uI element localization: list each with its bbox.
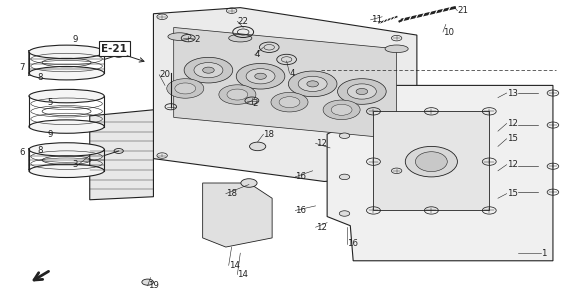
Ellipse shape (29, 45, 104, 59)
Text: 3: 3 (73, 160, 78, 169)
Circle shape (307, 81, 318, 87)
Text: 18: 18 (263, 130, 274, 139)
Ellipse shape (416, 152, 447, 171)
Text: 16: 16 (295, 206, 306, 215)
Circle shape (142, 279, 153, 285)
Circle shape (250, 142, 266, 151)
Polygon shape (174, 27, 397, 139)
Ellipse shape (29, 120, 104, 133)
Ellipse shape (29, 164, 104, 178)
Ellipse shape (168, 33, 191, 41)
Circle shape (339, 211, 350, 216)
Ellipse shape (229, 34, 252, 42)
Text: 21: 21 (457, 6, 468, 15)
Circle shape (356, 88, 368, 95)
Text: 22: 22 (237, 17, 248, 26)
Text: 1: 1 (541, 249, 547, 258)
Circle shape (298, 76, 327, 92)
Text: 8: 8 (38, 146, 43, 156)
Text: 20: 20 (159, 70, 170, 79)
Circle shape (271, 92, 308, 112)
Text: motodijky: motodijky (207, 135, 349, 170)
Text: 4: 4 (290, 69, 295, 78)
Circle shape (255, 73, 266, 79)
Text: 18: 18 (226, 189, 237, 198)
Circle shape (347, 84, 376, 99)
Polygon shape (203, 183, 272, 247)
Text: 15: 15 (507, 189, 518, 198)
Text: 13: 13 (507, 88, 518, 98)
Text: 12: 12 (316, 223, 327, 232)
Text: 5: 5 (47, 98, 53, 107)
Text: 12: 12 (507, 119, 518, 128)
Ellipse shape (385, 45, 408, 52)
Circle shape (227, 89, 248, 100)
Circle shape (331, 104, 352, 115)
Text: 14: 14 (237, 270, 248, 279)
Text: 7: 7 (19, 63, 24, 72)
Text: 11: 11 (371, 15, 382, 24)
Text: 8: 8 (38, 73, 43, 82)
Circle shape (167, 79, 204, 98)
Circle shape (246, 69, 275, 84)
Polygon shape (373, 111, 489, 210)
Text: 16: 16 (295, 172, 306, 181)
Text: 9: 9 (47, 130, 53, 139)
Circle shape (184, 57, 233, 83)
Circle shape (236, 63, 285, 89)
Circle shape (194, 63, 223, 78)
Polygon shape (90, 110, 153, 200)
Text: 4: 4 (255, 50, 260, 59)
Polygon shape (153, 8, 417, 181)
Text: 15: 15 (507, 134, 518, 143)
Text: E-21: E-21 (101, 44, 127, 54)
Text: 12: 12 (316, 139, 327, 148)
Circle shape (339, 174, 350, 180)
Text: 9: 9 (72, 35, 78, 44)
Ellipse shape (29, 89, 104, 103)
Circle shape (339, 133, 350, 138)
Text: 2: 2 (194, 35, 199, 44)
Text: 12: 12 (507, 160, 518, 169)
Text: 10: 10 (443, 27, 454, 37)
Circle shape (175, 83, 196, 94)
Polygon shape (327, 85, 553, 261)
Text: 16: 16 (347, 239, 358, 249)
Circle shape (323, 100, 360, 120)
Ellipse shape (29, 143, 104, 156)
Circle shape (241, 179, 257, 187)
Circle shape (338, 79, 386, 104)
Ellipse shape (405, 146, 457, 177)
Text: 19: 19 (148, 281, 159, 290)
Text: 2: 2 (252, 99, 257, 108)
Text: 14: 14 (229, 261, 240, 270)
Circle shape (288, 71, 337, 97)
Circle shape (279, 97, 300, 108)
Circle shape (219, 85, 256, 104)
Circle shape (203, 67, 214, 73)
Text: 6: 6 (19, 148, 24, 157)
Ellipse shape (29, 66, 104, 80)
